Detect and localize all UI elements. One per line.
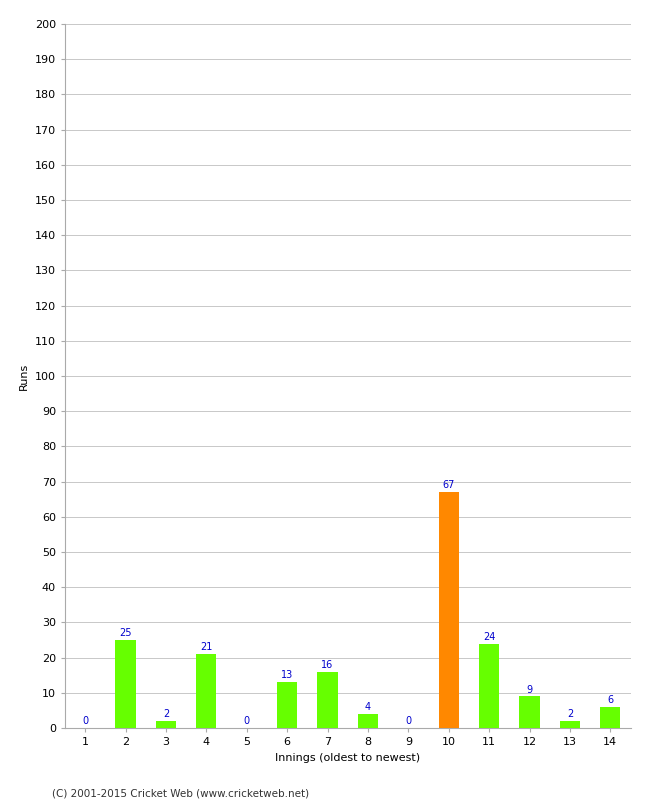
- Bar: [196, 654, 216, 728]
- Text: 0: 0: [82, 716, 88, 726]
- Text: 25: 25: [120, 628, 132, 638]
- Bar: [277, 682, 297, 728]
- Bar: [116, 640, 136, 728]
- Bar: [317, 672, 337, 728]
- Text: 13: 13: [281, 670, 293, 681]
- Text: (C) 2001-2015 Cricket Web (www.cricketweb.net): (C) 2001-2015 Cricket Web (www.cricketwe…: [52, 788, 309, 798]
- Text: 6: 6: [607, 695, 614, 705]
- Text: 0: 0: [244, 716, 250, 726]
- Text: 2: 2: [163, 710, 169, 719]
- Text: 21: 21: [200, 642, 213, 652]
- Bar: [519, 696, 540, 728]
- Text: 2: 2: [567, 710, 573, 719]
- Bar: [358, 714, 378, 728]
- Y-axis label: Runs: Runs: [20, 362, 29, 390]
- Text: 24: 24: [483, 632, 495, 642]
- Bar: [156, 721, 176, 728]
- Text: 16: 16: [322, 660, 333, 670]
- Text: 0: 0: [406, 716, 411, 726]
- Bar: [600, 707, 620, 728]
- Bar: [439, 492, 459, 728]
- X-axis label: Innings (oldest to newest): Innings (oldest to newest): [275, 753, 421, 762]
- Text: 9: 9: [526, 685, 532, 694]
- Bar: [560, 721, 580, 728]
- Bar: [479, 643, 499, 728]
- Text: 67: 67: [443, 480, 455, 490]
- Text: 4: 4: [365, 702, 371, 712]
